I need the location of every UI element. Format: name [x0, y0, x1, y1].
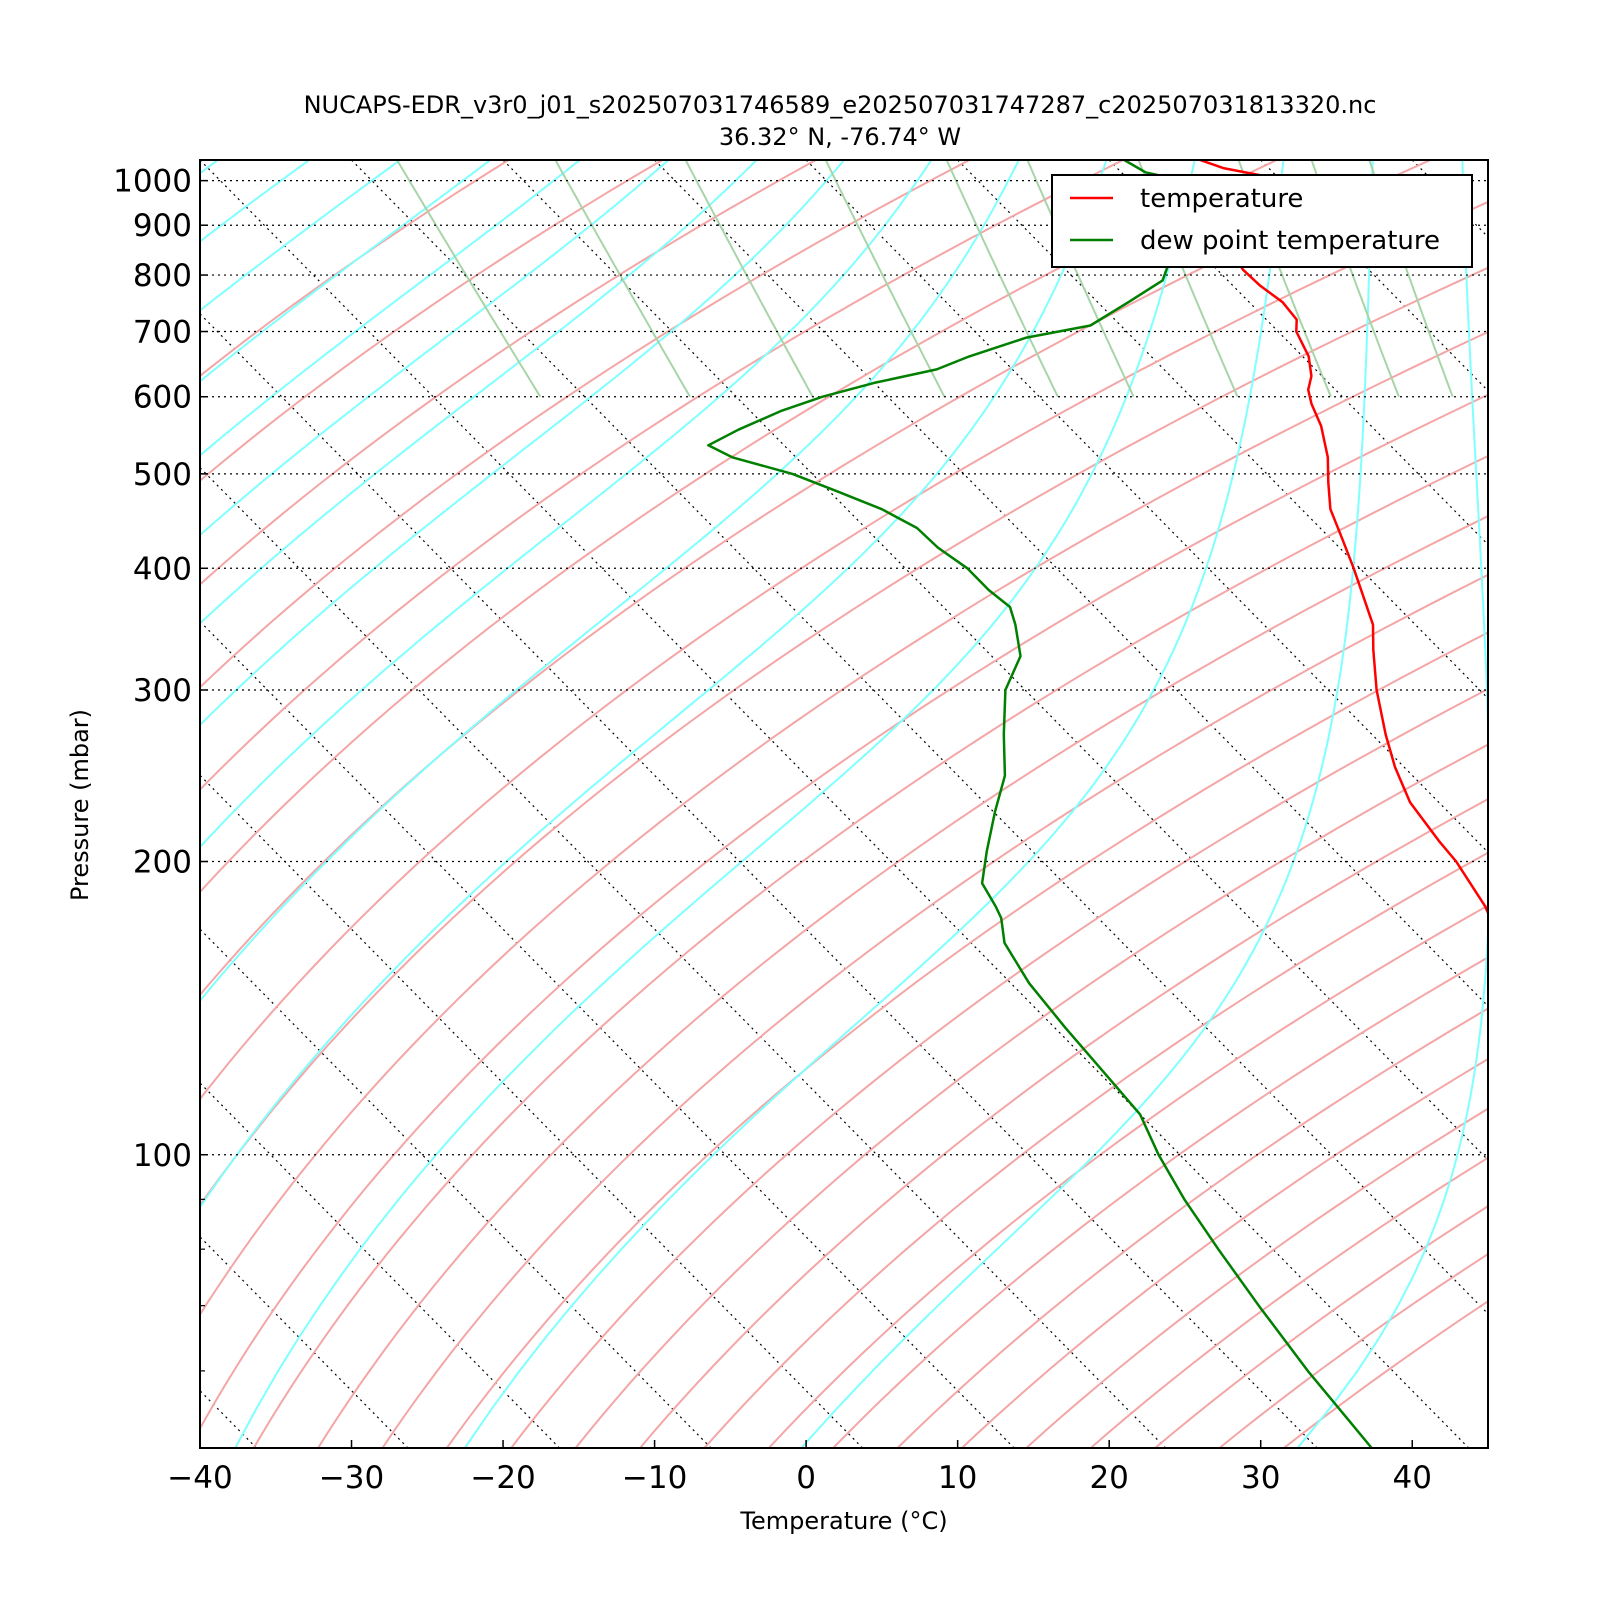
y-tick-label: 1000 — [113, 164, 192, 200]
y-tick-label: 700 — [133, 315, 192, 351]
dry-adiabat-line — [768, 904, 1488, 1448]
isotherm-line — [200, 774, 863, 1448]
isotherm-line — [502, 160, 1488, 1161]
temperature-line — [1199, 160, 1488, 916]
x-tick-label: 30 — [1241, 1460, 1280, 1496]
legend-box — [1051, 174, 1473, 268]
y-axis-label: Pressure (mbar) — [66, 709, 94, 901]
dry-adiabat-line — [510, 687, 1488, 1448]
moist-adiabat-line — [234, 160, 1196, 1448]
isotherm-line — [200, 312, 1318, 1448]
x-tick-label: 40 — [1393, 1460, 1432, 1496]
moist-adiabat-line — [200, 160, 310, 243]
moist-adiabat-line — [800, 160, 1374, 1448]
y-tick-label: 200 — [133, 845, 192, 881]
isotherm-line — [351, 160, 1488, 1315]
background-lines — [200, 160, 1488, 1448]
mixing-ratio-line — [945, 160, 1059, 398]
moist-adiabat-line — [200, 160, 933, 849]
isotherm-line — [200, 620, 1015, 1448]
x-tick-label: −20 — [470, 1460, 535, 1496]
dry-adiabat-line — [832, 956, 1488, 1448]
moist-adiabat-line — [463, 160, 1285, 1448]
y-tick-label: 800 — [133, 258, 192, 294]
y-tick-label: 400 — [133, 551, 192, 587]
dry-adiabat-line — [200, 393, 1488, 1431]
axis-ticks: −40 −30 −20 −10 0 10 20 30 40 100 200 300 400 500 600 7… — [113, 164, 1432, 1496]
isotherm-line — [957, 160, 1488, 700]
isotherm-line — [200, 1082, 560, 1448]
legend: temperature dew point temperature — [1051, 174, 1473, 268]
moist-adiabat-line — [200, 160, 401, 312]
x-tick-label: 0 — [796, 1460, 816, 1496]
moist-adiabat-line — [200, 160, 845, 727]
y-tick-label: 100 — [133, 1138, 192, 1174]
x-tick-label: 10 — [938, 1460, 977, 1496]
moist-adiabat-line — [200, 160, 758, 625]
x-tick-label: 20 — [1089, 1460, 1128, 1496]
dry-adiabat-line — [252, 454, 1488, 1448]
dry-adiabat-line — [317, 514, 1488, 1448]
isotherm-line — [200, 466, 1167, 1448]
profile-lines — [707, 160, 1488, 1448]
moist-adiabat-line — [1296, 160, 1488, 1448]
dry-adiabat-line — [574, 743, 1488, 1448]
legend-label-temperature: temperature — [1140, 184, 1303, 214]
x-tick-label: −10 — [622, 1460, 687, 1496]
isotherm-line — [200, 1236, 409, 1448]
dry-adiabat-line — [200, 160, 510, 378]
dry-adiabat-line — [200, 200, 1488, 1101]
x-tick-label: −30 — [319, 1460, 384, 1496]
isotherm-line — [1108, 160, 1488, 546]
dry-adiabat-line — [200, 160, 1278, 894]
plot-frame — [199, 159, 1489, 1449]
chart-title: NUCAPS-EDR_v3r0_j01_s202507031746589_e20… — [304, 91, 1377, 119]
dry-adiabat-line — [381, 573, 1488, 1448]
isotherm-line — [1260, 160, 1488, 392]
mixing-ratio-line — [396, 160, 542, 398]
legend-label-dewpoint: dew point temperature — [1140, 226, 1440, 256]
dry-adiabat-line — [445, 631, 1488, 1448]
moist-adiabat-line — [200, 160, 219, 175]
isotherm-line — [200, 928, 712, 1448]
moist-adiabat-line — [200, 160, 581, 457]
y-tick-label: 600 — [133, 380, 192, 416]
chart-subtitle: 36.32° N, -76.74° W — [719, 123, 961, 151]
dry-adiabat-line — [1025, 1107, 1488, 1448]
x-axis-label: Temperature (°C) — [739, 1507, 947, 1535]
moist-adiabat-line — [200, 160, 1020, 1003]
dry-adiabat-line — [1154, 1205, 1488, 1448]
dry-adiabat-line — [639, 798, 1488, 1448]
dry-adiabat-line — [200, 266, 1488, 1207]
mixing-ratio-line — [684, 160, 814, 398]
x-tick-label: −40 — [167, 1460, 232, 1496]
dry-adiabat-line — [703, 851, 1488, 1448]
mixing-ratio-line — [824, 160, 946, 398]
dry-adiabat-line — [896, 1007, 1488, 1448]
y-tick-label: 900 — [133, 208, 192, 244]
isotherm-line — [805, 160, 1488, 854]
moist-adiabat-line — [200, 160, 670, 537]
dry-adiabat-line — [200, 330, 1488, 1317]
dry-adiabat-line — [200, 160, 817, 586]
y-tick-label: 500 — [133, 457, 192, 493]
mixing-ratio-line — [554, 160, 691, 398]
y-tick-label: 300 — [133, 673, 192, 709]
dry-adiabat-line — [200, 160, 663, 483]
dry-adiabat-line — [200, 160, 1431, 997]
isotherm-line — [200, 160, 1470, 1448]
moist-adiabat-line — [200, 160, 1108, 1210]
dry-adiabat-line — [1090, 1156, 1488, 1448]
moist-adiabat-line — [200, 160, 491, 383]
dry-adiabat-line — [200, 160, 970, 689]
dry-adiabat-line — [200, 160, 1124, 791]
dry-adiabat-line — [961, 1057, 1488, 1448]
